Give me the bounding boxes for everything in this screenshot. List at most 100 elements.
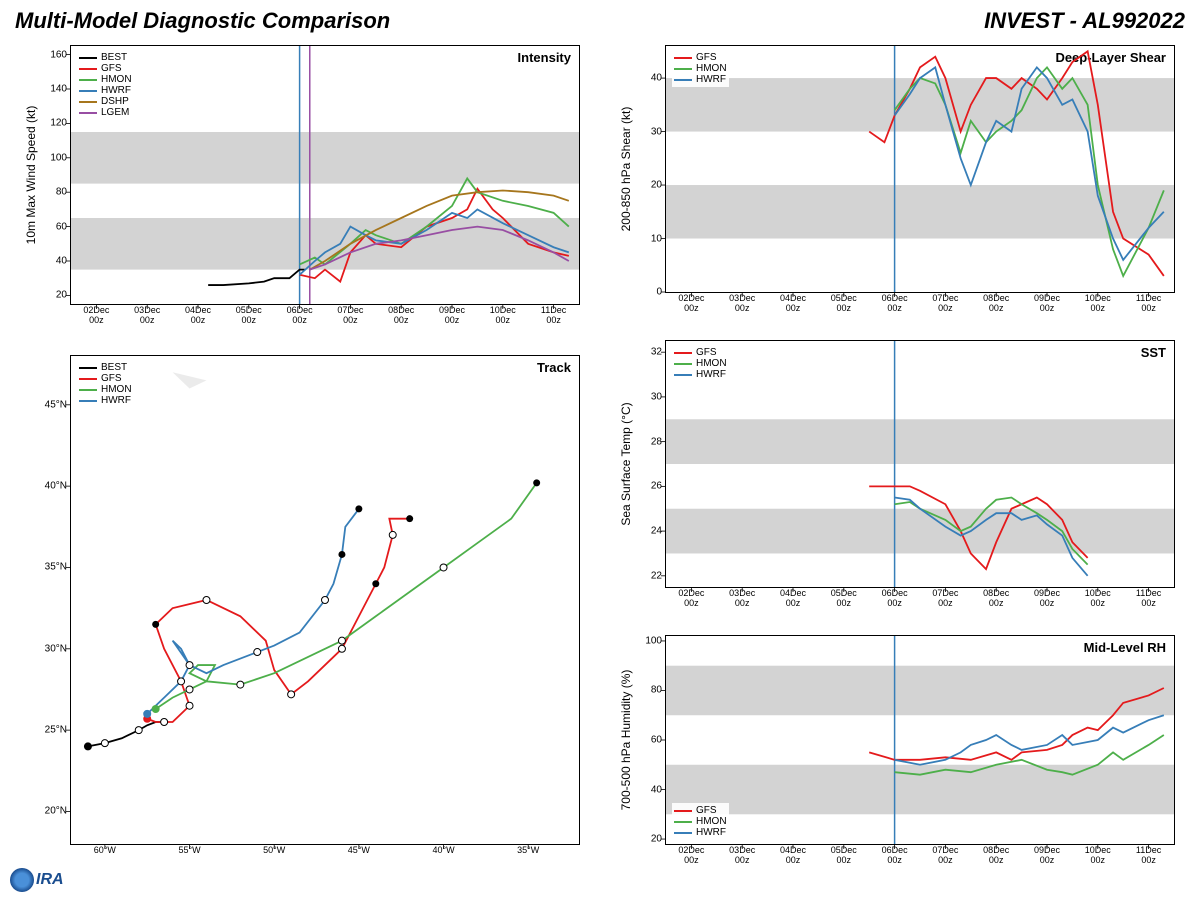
cira-logo: IRA: [10, 868, 64, 892]
xtick: 11Dec00z: [1136, 587, 1161, 609]
sst-plot: [666, 341, 1174, 587]
ytick: 0: [656, 287, 666, 298]
legend-item: GFS: [79, 63, 132, 74]
ytick: 25°N: [45, 725, 71, 736]
xtick: 03Dec00z: [134, 304, 160, 326]
xtick: 06Dec00z: [882, 587, 908, 609]
xtick: 07Dec00z: [932, 587, 958, 609]
ytick: 30°N: [45, 643, 71, 654]
shear-plot: [666, 46, 1174, 292]
intensity-legend: BESTGFSHMONHWRFDSHPLGEM: [77, 50, 134, 120]
legend-item: HWRF: [79, 395, 132, 406]
ytick: 35°N: [45, 562, 71, 573]
xtick: 10Dec00z: [490, 304, 516, 326]
intensity-plot: [71, 46, 579, 304]
ytick: 40: [56, 256, 71, 267]
legend-item: HMON: [79, 74, 132, 85]
track-plot: [71, 356, 579, 844]
xtick: 09Dec00z: [1034, 292, 1060, 314]
legend-item: HMON: [674, 816, 727, 827]
legend-item: HMON: [674, 358, 727, 369]
ytick: 100: [50, 152, 71, 163]
xtick: 06Dec00z: [882, 292, 908, 314]
intensity-ylabel: 10m Max Wind Speed (kt): [24, 106, 38, 245]
ytick: 10: [651, 233, 666, 244]
sst-ylabel: Sea Surface Temp (°C): [619, 402, 633, 525]
legend-item: DSHP: [79, 96, 132, 107]
rh-plot: [666, 636, 1174, 844]
xtick: 04Dec00z: [185, 304, 211, 326]
rh-ylabel: 700-500 hPa Humidity (%): [619, 670, 633, 811]
ytick: 20°N: [45, 806, 71, 817]
xtick: 08Dec00z: [388, 304, 414, 326]
sst-panel: SST Sea Surface Temp (°C) GFSHMONHWRF 22…: [665, 340, 1175, 588]
xtick: 50°W: [263, 844, 285, 856]
xtick: 06Dec00z: [882, 844, 908, 866]
xtick: 08Dec00z: [983, 587, 1009, 609]
legend-item: BEST: [79, 362, 132, 373]
legend-item: HMON: [674, 63, 727, 74]
xtick: 07Dec00z: [337, 304, 363, 326]
ytick: 22: [651, 570, 666, 581]
xtick: 04Dec00z: [780, 844, 806, 866]
shear-ylabel: 200-850 hPa Shear (kt): [619, 107, 633, 232]
xtick: 45°W: [348, 844, 370, 856]
legend-item: BEST: [79, 52, 132, 63]
xtick: 05Dec00z: [831, 587, 857, 609]
xtick: 09Dec00z: [439, 304, 465, 326]
xtick: 02Dec00z: [678, 587, 704, 609]
xtick: 02Dec00z: [678, 844, 704, 866]
xtick: 11Dec00z: [1136, 844, 1161, 866]
ytick: 120: [50, 118, 71, 129]
xtick: 04Dec00z: [780, 587, 806, 609]
xtick: 55°W: [178, 844, 200, 856]
sst-legend: GFSHMONHWRF: [672, 345, 729, 382]
ytick: 26: [651, 481, 666, 492]
ytick: 30: [651, 126, 666, 137]
ytick: 20: [56, 290, 71, 301]
legend-item: HWRF: [79, 85, 132, 96]
logo-text: IRA: [36, 871, 64, 888]
xtick: 10Dec00z: [1085, 844, 1111, 866]
xtick: 10Dec00z: [1085, 587, 1111, 609]
xtick: 40°W: [432, 844, 454, 856]
legend-item: HWRF: [674, 369, 727, 380]
legend-item: LGEM: [79, 107, 132, 118]
xtick: 11Dec00z: [1136, 292, 1161, 314]
ytick: 24: [651, 526, 666, 537]
xtick: 02Dec00z: [678, 292, 704, 314]
legend-item: GFS: [674, 52, 727, 63]
xtick: 07Dec00z: [932, 292, 958, 314]
legend-item: HMON: [79, 384, 132, 395]
ytick: 80: [56, 187, 71, 198]
xtick: 05Dec00z: [831, 292, 857, 314]
xtick: 08Dec00z: [983, 844, 1009, 866]
ytick: 60: [56, 221, 71, 232]
track-legend: BESTGFSHMONHWRF: [77, 360, 134, 408]
rh-legend: GFSHMONHWRF: [672, 803, 729, 840]
xtick: 03Dec00z: [729, 844, 755, 866]
ytick: 28: [651, 436, 666, 447]
ytick: 140: [50, 84, 71, 95]
legend-item: GFS: [674, 805, 727, 816]
legend-item: GFS: [79, 373, 132, 384]
xtick: 03Dec00z: [729, 292, 755, 314]
ytick: 60: [651, 735, 666, 746]
xtick: 07Dec00z: [932, 844, 958, 866]
legend-item: HWRF: [674, 827, 727, 838]
xtick: 09Dec00z: [1034, 587, 1060, 609]
xtick: 09Dec00z: [1034, 844, 1060, 866]
xtick: 06Dec00z: [287, 304, 313, 326]
xtick: 04Dec00z: [780, 292, 806, 314]
rh-panel: Mid-Level RH 700-500 hPa Humidity (%) GF…: [665, 635, 1175, 845]
ytick: 160: [50, 49, 71, 60]
xtick: 02Dec00z: [83, 304, 109, 326]
xtick: 05Dec00z: [831, 844, 857, 866]
shear-legend: GFSHMONHWRF: [672, 50, 729, 87]
track-panel: Track BESTGFSHMONHWRF 20°N25°N30°N35°N40…: [70, 355, 580, 845]
legend-item: GFS: [674, 347, 727, 358]
logo-icon: [10, 868, 34, 892]
xtick: 10Dec00z: [1085, 292, 1111, 314]
xtick: 08Dec00z: [983, 292, 1009, 314]
ytick: 40: [651, 73, 666, 84]
